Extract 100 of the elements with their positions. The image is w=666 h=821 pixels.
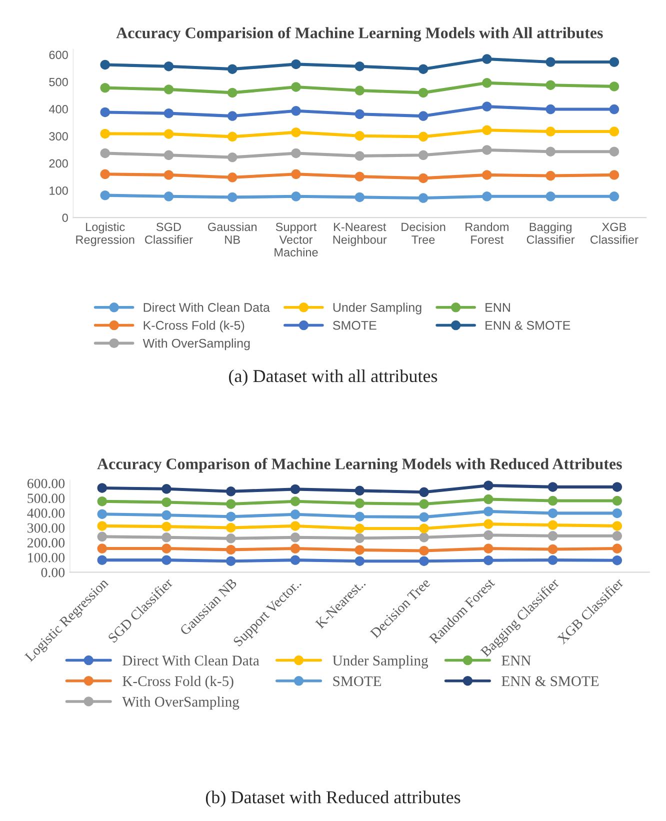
point bbox=[162, 497, 172, 508]
point bbox=[546, 192, 556, 202]
point bbox=[612, 496, 622, 506]
point bbox=[418, 150, 428, 160]
legend-label: ENN & SMOTE bbox=[502, 676, 599, 686]
point bbox=[419, 499, 429, 509]
point bbox=[162, 484, 172, 494]
point bbox=[482, 78, 492, 88]
point bbox=[548, 531, 558, 541]
point bbox=[228, 88, 238, 98]
point bbox=[419, 546, 429, 556]
point bbox=[612, 544, 622, 554]
point bbox=[484, 544, 494, 554]
point bbox=[419, 512, 429, 522]
point bbox=[228, 64, 238, 74]
chart-title: Accuracy Comparison of Machine Learning Models with Reduced Attributes bbox=[97, 458, 622, 473]
point bbox=[354, 172, 364, 182]
legend-label: K-Cross Fold (k-5) bbox=[122, 676, 234, 690]
legend-label: Direct With Clean Data bbox=[144, 302, 270, 312]
point bbox=[164, 150, 174, 160]
point bbox=[228, 172, 238, 182]
point bbox=[226, 486, 236, 496]
point bbox=[354, 512, 364, 522]
y-tick-label: 0 bbox=[62, 214, 68, 222]
point bbox=[609, 57, 620, 67]
point bbox=[164, 170, 174, 180]
point bbox=[546, 126, 556, 136]
y-tick-label: 0.00 bbox=[41, 568, 65, 578]
point bbox=[418, 173, 428, 184]
point bbox=[354, 556, 364, 566]
point bbox=[419, 524, 429, 534]
x-tick-label: Logistic Regression bbox=[76, 222, 134, 246]
point bbox=[548, 508, 558, 518]
y-tick-label: 200.00 bbox=[27, 538, 65, 548]
point bbox=[97, 555, 107, 565]
point bbox=[484, 519, 494, 529]
point bbox=[100, 107, 110, 118]
point bbox=[228, 132, 238, 142]
point bbox=[164, 62, 174, 72]
legend-label: SMOTE bbox=[333, 320, 376, 330]
legend-label: ENN & SMOTE bbox=[486, 320, 570, 330]
point bbox=[100, 148, 110, 158]
point bbox=[290, 496, 300, 506]
point bbox=[226, 556, 236, 566]
point bbox=[354, 486, 364, 496]
legend-label: K-Cross Fold (k-5) bbox=[144, 320, 244, 332]
point bbox=[290, 510, 300, 520]
point bbox=[418, 64, 428, 74]
y-tick-label: 600 bbox=[49, 50, 68, 60]
point bbox=[546, 170, 556, 181]
point bbox=[291, 106, 301, 116]
point bbox=[226, 544, 236, 555]
x-tick-label: K-Nearest Neighbour bbox=[333, 222, 387, 246]
x-tick-label: Support Vector Machine bbox=[274, 222, 318, 257]
y-tick-label: 500.00 bbox=[28, 494, 65, 504]
point bbox=[97, 496, 107, 506]
point bbox=[291, 148, 301, 158]
point bbox=[484, 480, 494, 490]
point bbox=[612, 508, 622, 518]
point bbox=[482, 170, 492, 180]
legend-label: ENN bbox=[502, 656, 531, 666]
x-tick-label: Random Forest bbox=[466, 222, 508, 244]
point bbox=[612, 556, 622, 566]
point bbox=[100, 190, 110, 200]
point bbox=[354, 524, 364, 534]
point bbox=[228, 111, 238, 121]
point bbox=[228, 192, 238, 202]
x-tick-label: XGB Classifier bbox=[590, 222, 638, 244]
point bbox=[162, 532, 172, 542]
point bbox=[164, 108, 174, 118]
point bbox=[609, 192, 620, 202]
point bbox=[354, 498, 364, 508]
point bbox=[354, 192, 364, 202]
point bbox=[354, 109, 364, 119]
point bbox=[418, 193, 428, 203]
point bbox=[546, 104, 556, 114]
point bbox=[97, 509, 107, 519]
point bbox=[162, 510, 172, 520]
point bbox=[484, 494, 494, 504]
point bbox=[419, 487, 429, 498]
y-tick-label: 300 bbox=[49, 132, 68, 141]
point bbox=[291, 127, 301, 138]
point bbox=[354, 533, 364, 543]
point bbox=[484, 506, 494, 516]
point bbox=[226, 499, 236, 509]
point bbox=[548, 544, 558, 554]
point bbox=[164, 129, 174, 139]
point bbox=[97, 532, 107, 542]
point bbox=[482, 102, 492, 112]
point bbox=[609, 104, 620, 114]
point bbox=[290, 544, 300, 554]
y-tick-label: 400 bbox=[48, 105, 68, 114]
point bbox=[162, 522, 172, 532]
point bbox=[482, 145, 492, 155]
x-tick-label: SGD Classifier bbox=[145, 222, 193, 244]
y-tick-label: 100 bbox=[50, 186, 68, 195]
point bbox=[609, 82, 620, 92]
point bbox=[546, 80, 556, 90]
legend-label: ENN bbox=[486, 303, 510, 312]
point bbox=[482, 192, 492, 202]
